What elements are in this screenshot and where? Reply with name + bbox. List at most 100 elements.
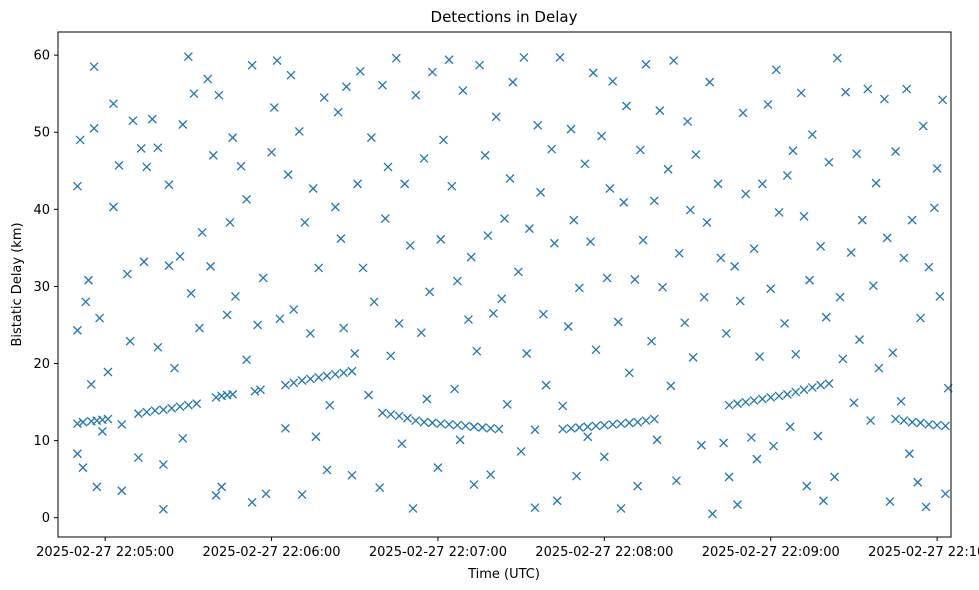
data-point [322, 465, 332, 475]
data-point [688, 352, 698, 362]
data-point [366, 133, 376, 143]
data-point [680, 318, 690, 328]
data-point [422, 394, 432, 404]
data-point [774, 391, 784, 401]
data-point [128, 116, 138, 126]
data-point [311, 432, 321, 442]
data-point [72, 449, 82, 459]
data-point [613, 317, 623, 327]
data-point [505, 174, 515, 183]
y-tick-label: 50 [33, 126, 50, 141]
data-point [164, 180, 174, 190]
data-point [153, 342, 163, 352]
data-point [591, 421, 601, 431]
data-point [805, 275, 815, 285]
data-point [447, 181, 457, 191]
data-point [666, 381, 676, 391]
data-point [305, 328, 315, 338]
data-point [491, 112, 501, 122]
data-point [816, 241, 826, 251]
data-point [871, 178, 881, 188]
data-point [824, 379, 834, 389]
data-point [616, 419, 626, 429]
data-point [391, 53, 401, 63]
data-point [158, 504, 168, 514]
data-point [305, 374, 315, 384]
data-point [802, 481, 812, 491]
data-point [336, 234, 346, 244]
data-point [225, 217, 235, 227]
data-point [633, 481, 643, 491]
data-point [874, 363, 884, 373]
data-point [297, 490, 307, 500]
data-point [242, 194, 252, 204]
data-point [921, 502, 931, 512]
data-point [838, 354, 848, 364]
data-point [846, 248, 856, 257]
data-point [386, 409, 396, 419]
data-point [222, 310, 232, 320]
data-point [647, 336, 656, 346]
data-point [918, 121, 928, 131]
x-tick-label: 2025-02-27 22:05:00 [36, 545, 174, 560]
data-point [782, 170, 792, 180]
data-point [716, 253, 726, 263]
data-point [580, 159, 590, 169]
data-point [350, 349, 360, 358]
data-point [486, 423, 496, 433]
data-point [72, 325, 82, 335]
data-point [735, 296, 745, 306]
data-point [347, 470, 357, 480]
plot-area [58, 32, 951, 537]
data-point [255, 385, 265, 395]
data-point [746, 433, 756, 443]
y-tick-label: 0 [42, 511, 50, 526]
data-point [353, 179, 362, 189]
y-tick-label: 30 [33, 280, 50, 295]
data-point [663, 164, 673, 174]
data-point [469, 422, 479, 432]
data-point [932, 420, 942, 430]
data-point [658, 282, 668, 292]
data-point [633, 417, 643, 427]
data-point [231, 291, 240, 301]
data-point [211, 490, 221, 500]
y-tick-label: 40 [33, 203, 50, 218]
data-point [749, 244, 759, 254]
data-point [494, 424, 504, 434]
data-point [419, 417, 429, 427]
data-point [649, 196, 659, 206]
data-point [558, 424, 568, 434]
data-point [799, 385, 809, 395]
data-point [117, 419, 127, 429]
data-point [855, 335, 864, 345]
data-point [197, 227, 207, 237]
data-point [142, 407, 152, 417]
data-point [566, 124, 576, 134]
data-point [483, 231, 493, 241]
data-point [591, 345, 601, 355]
data-point [269, 103, 279, 113]
data-point [400, 179, 410, 189]
data-point [572, 471, 582, 481]
data-point [538, 309, 548, 319]
data-point [732, 399, 742, 409]
data-point [752, 454, 762, 464]
data-point [341, 82, 351, 92]
data-point [189, 89, 199, 99]
y-tick-label: 20 [33, 357, 50, 372]
data-point [530, 425, 540, 435]
y-tick-label: 10 [33, 434, 50, 449]
data-point [314, 372, 324, 382]
data-point [133, 453, 143, 463]
data-point [841, 87, 851, 97]
data-point [78, 417, 88, 427]
data-point [516, 446, 526, 456]
data-point [555, 52, 565, 62]
data-point [167, 403, 177, 413]
data-point [713, 179, 723, 189]
data-point [147, 114, 157, 124]
data-point [530, 503, 540, 513]
data-point [411, 90, 421, 100]
